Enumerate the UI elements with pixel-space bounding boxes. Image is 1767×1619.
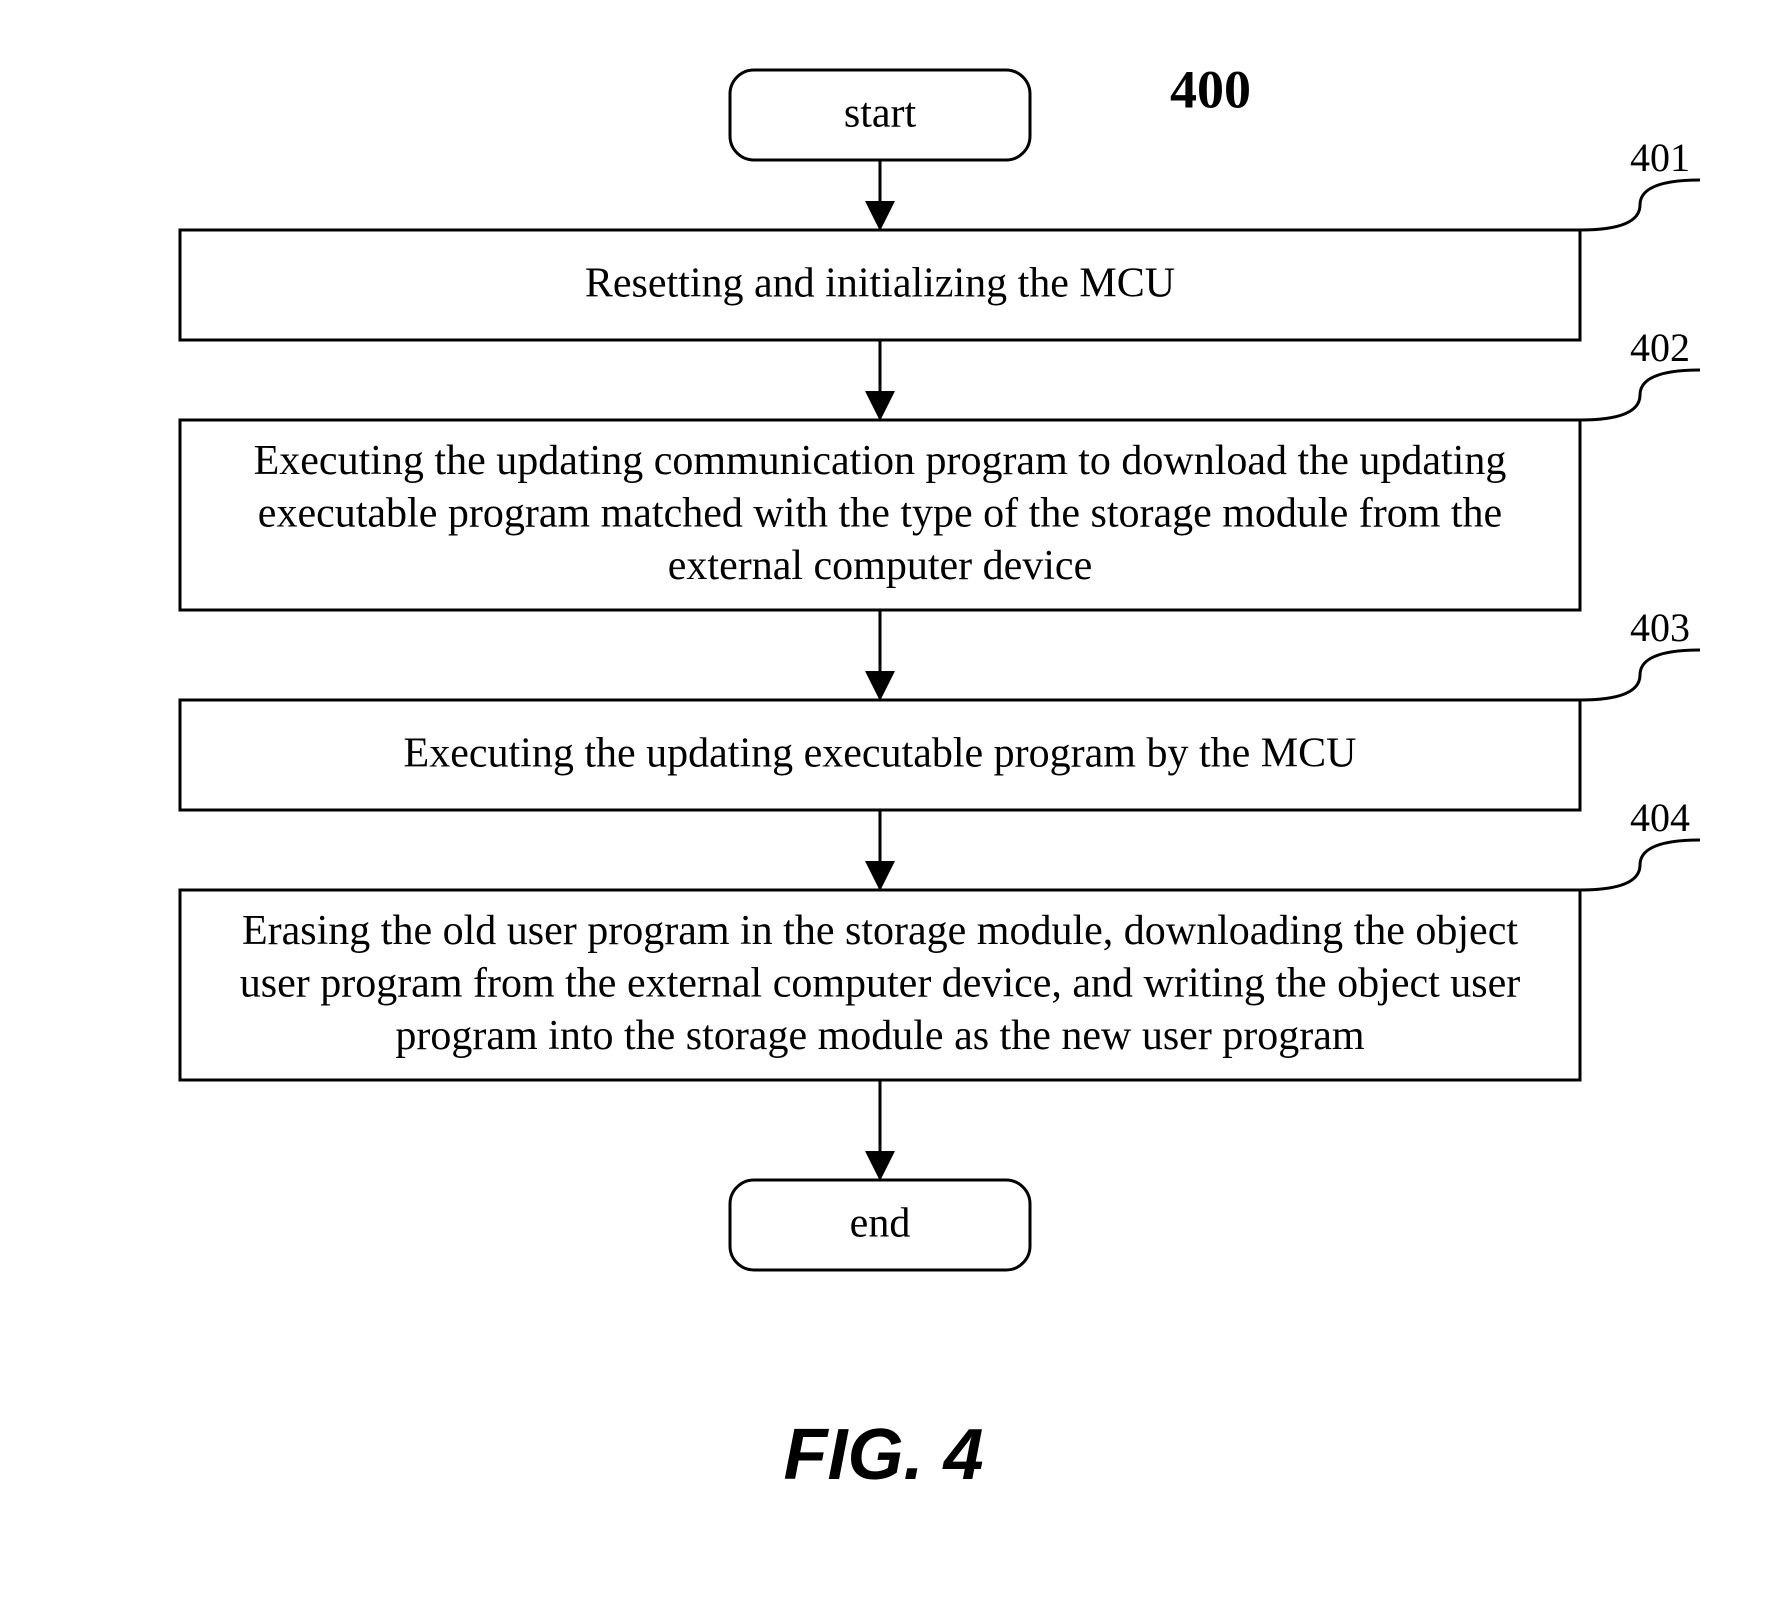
node-s404: Erasing the old user program in the stor… — [180, 795, 1700, 1080]
node-s404-line-0: Erasing the old user program in the stor… — [242, 908, 1518, 954]
node-s403: Executing the updating executable progra… — [180, 605, 1700, 810]
callout-num-s404: 404 — [1630, 795, 1690, 840]
flowchart: 400startResetting and initializing the M… — [0, 0, 1767, 1619]
node-s402: Executing the updating communication pro… — [180, 325, 1700, 610]
node-s401: Resetting and initializing the MCU 401 — [180, 135, 1700, 340]
node-end-label: end — [850, 1201, 911, 1247]
node-end: end — [730, 1180, 1030, 1270]
callout-line-s402 — [1580, 370, 1700, 420]
node-s402-line-1: executable program matched with the type… — [258, 491, 1502, 537]
node-start: start — [730, 70, 1030, 160]
callout-line-s403 — [1580, 650, 1700, 700]
node-s404-line-2: program into the storage module as the n… — [395, 1013, 1365, 1059]
callout-num-s401: 401 — [1630, 135, 1690, 180]
node-s401-line-0: Resetting and initializing the MCU — [585, 261, 1175, 307]
node-s402-line-0: Executing the updating communication pro… — [254, 438, 1507, 484]
node-s402-line-2: external computer device — [668, 543, 1092, 589]
diagram-number: 400 — [1170, 59, 1251, 119]
node-start-label: start — [844, 91, 917, 137]
callout-num-s403: 403 — [1630, 605, 1690, 650]
callout-line-s401 — [1580, 180, 1700, 230]
figure-caption: FIG. 4 — [783, 1415, 983, 1495]
node-s404-line-1: user program from the external computer … — [240, 961, 1521, 1007]
node-s403-line-0: Executing the updating executable progra… — [404, 731, 1357, 777]
callout-num-s402: 402 — [1630, 325, 1690, 370]
callout-line-s404 — [1580, 840, 1700, 890]
